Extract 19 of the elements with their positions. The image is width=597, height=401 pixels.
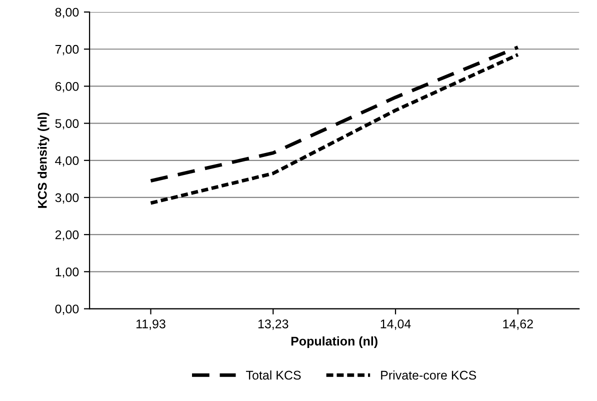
y-tick-label: 7,00 — [55, 44, 79, 56]
legend-label: Private-core KCS — [381, 370, 476, 380]
line-series — [149, 46, 520, 183]
y-tick-label: 1,00 — [56, 267, 79, 278]
y-tick-label: 5,00 — [55, 119, 79, 130]
y-tick-label: 0,00 — [55, 304, 79, 315]
y-tick-label: 2,00 — [55, 230, 79, 241]
line-series — [149, 52, 520, 205]
x-tick-label: 14,04 — [380, 320, 411, 330]
y-tick-label: 3,00 — [55, 193, 79, 204]
x-tick-label: 11,93 — [136, 320, 166, 330]
x-tick-label: 14,62 — [503, 320, 533, 330]
y-tick-label: 6,00 — [55, 82, 79, 92]
y-tick-label: 8,00 — [55, 8, 79, 18]
y-tick-label: 4,00 — [55, 156, 79, 167]
x-axis-title: Population (nl) — [291, 336, 378, 348]
legend-label: Total KCS — [246, 370, 301, 380]
x-tick-label: 13,23 — [258, 320, 288, 330]
y-axis-title: KCS density (nl) — [38, 112, 50, 208]
